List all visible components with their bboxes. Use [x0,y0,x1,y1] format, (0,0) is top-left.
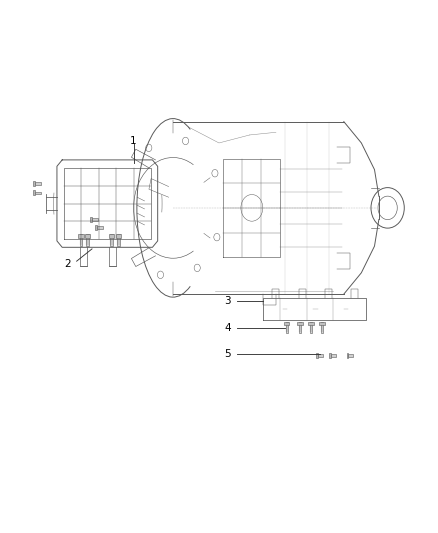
Bar [97,226,103,229]
Bar [297,322,303,325]
Bar [299,322,301,333]
Bar [284,322,290,325]
Text: 4: 4 [224,323,231,333]
Bar [348,354,353,357]
Bar [117,235,120,246]
Bar [78,235,84,238]
Text: 3: 3 [224,296,231,306]
Bar [116,235,121,238]
Text: 2: 2 [64,259,71,269]
Bar [331,354,336,357]
Bar [286,322,288,333]
Bar [318,354,323,357]
Bar [86,235,89,246]
Bar [321,322,323,333]
Bar [308,322,314,325]
Bar [35,191,41,195]
Bar [109,235,114,238]
Bar [35,182,41,185]
Bar [80,235,82,246]
Bar [329,353,331,358]
Bar [316,353,318,358]
Bar [110,235,113,246]
Bar [310,322,312,333]
Bar [95,225,97,230]
Bar [92,218,98,221]
Bar [319,322,325,325]
Bar [90,217,92,222]
Text: 5: 5 [224,350,231,359]
Text: 1: 1 [130,136,137,146]
Bar [33,190,35,196]
Bar [85,235,90,238]
Bar [33,181,35,187]
Bar [346,353,348,358]
